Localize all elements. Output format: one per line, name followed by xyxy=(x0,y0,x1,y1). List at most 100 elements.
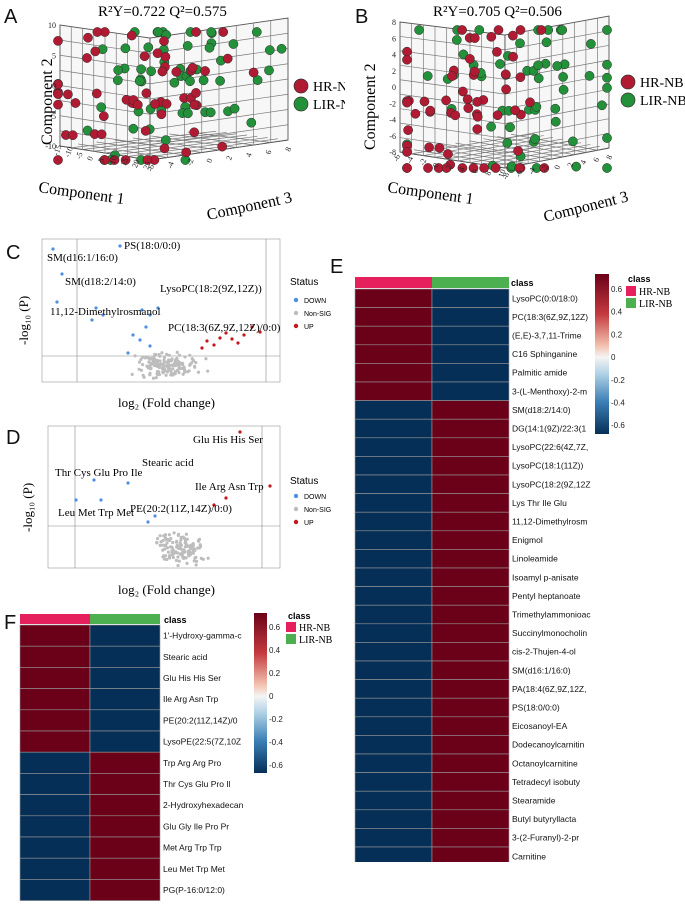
point-nonsig xyxy=(190,545,194,549)
tick-label: 4 xyxy=(244,152,254,159)
grid-line xyxy=(399,50,506,65)
point-down xyxy=(146,520,150,524)
point-hr xyxy=(132,99,143,110)
point-hr xyxy=(515,25,526,35)
tick-label: 4 xyxy=(392,51,396,60)
point-nonsig xyxy=(149,366,153,370)
heatmap-cell xyxy=(354,325,433,346)
point-nonsig xyxy=(155,541,159,545)
points-a xyxy=(53,27,287,165)
annotation-b: R²Y=0.705 Q²=0.506 xyxy=(433,4,562,20)
row-label: Dodecanoylcarnitin xyxy=(512,740,585,750)
tick-label: 20 xyxy=(130,158,141,169)
heatmap-cell xyxy=(354,716,433,736)
point-nonsig xyxy=(137,360,142,364)
point-hr xyxy=(423,163,433,173)
grid-line xyxy=(413,149,517,167)
scale-tick: 0.6 xyxy=(611,285,623,294)
point-nonsig xyxy=(162,367,167,371)
tick-label: -6 xyxy=(513,169,524,178)
point-nonsig xyxy=(165,365,170,369)
point-lir xyxy=(169,77,180,88)
ylabel-a: Component 2 xyxy=(39,58,56,145)
point-nonsig xyxy=(184,532,188,536)
point-hr xyxy=(67,130,78,141)
point-lir xyxy=(228,39,239,49)
row-label: Butyl butyryllacta xyxy=(512,814,577,824)
legend-nonsig-d: Non-SIG xyxy=(304,507,331,514)
legend-label-lir: LIR-NB xyxy=(313,98,345,113)
point-nonsig xyxy=(164,544,168,548)
scale-tick: -0.2 xyxy=(269,715,283,724)
scale-ticks-e: 0.6 0.4 0.2 0 -0.2 -0.4 -0.6 xyxy=(611,285,625,430)
grid-line xyxy=(399,137,506,154)
ylabel-c: -log₁₀ (P) xyxy=(16,296,31,345)
point-nonsig xyxy=(185,537,189,541)
heatmap-cell xyxy=(354,772,433,792)
point-lir xyxy=(264,65,274,76)
row-label: Lys Thr Ile Glu xyxy=(512,498,567,508)
point-hr xyxy=(536,25,547,35)
point-lir xyxy=(557,25,568,35)
heatmap-cell xyxy=(89,709,161,732)
row-label: Carnitine xyxy=(512,851,546,861)
point-down xyxy=(156,306,160,310)
row-label: 3-(2-Furanyl)-2-pr xyxy=(512,833,579,843)
panel-label-a: A xyxy=(4,6,18,28)
heatmap-cell xyxy=(19,688,91,711)
row-label: DG(14:1(9Z)/22:3(1 xyxy=(512,424,586,434)
tick-label: 0 xyxy=(431,162,441,169)
heatmap-cell xyxy=(431,530,510,550)
point-up xyxy=(268,484,272,488)
legend-title-c: Status xyxy=(290,277,318,288)
point-up xyxy=(250,325,254,329)
row-label: Octanoylcarnitine xyxy=(512,758,578,768)
point-down xyxy=(90,318,94,322)
point-hr xyxy=(53,89,63,99)
point-hr xyxy=(159,143,170,154)
point-hr xyxy=(181,147,192,158)
tick-label: -4 xyxy=(389,116,396,125)
point-nonsig xyxy=(182,365,186,369)
point-hr xyxy=(492,110,503,121)
point-nonsig xyxy=(187,369,191,373)
heatmap-cell xyxy=(354,474,433,494)
scale-tick: -0.6 xyxy=(611,421,625,430)
scale-ticks-f: 0.6 0.4 0.2 0 -0.2 -0.4 -0.6 xyxy=(269,623,283,770)
point-hr xyxy=(508,51,518,62)
z-ticks-b: 8 6 4 2 0 -2 -4 -6 -8 xyxy=(389,18,396,157)
scale-tick: 0.4 xyxy=(611,308,623,317)
heatmap-cell xyxy=(431,493,510,513)
point-lir xyxy=(597,100,607,111)
row-label: PG(P-16:0/12:0) xyxy=(163,885,225,895)
point-hr xyxy=(191,88,201,98)
point-nonsig xyxy=(196,370,201,374)
point-lir xyxy=(246,117,257,128)
xlabel-d: log₂ (Fold change) xyxy=(118,582,215,597)
tick-label: 2 xyxy=(224,154,234,161)
point-hr xyxy=(222,53,233,64)
grid-line xyxy=(511,133,598,151)
point-lir xyxy=(96,102,107,113)
point-nonsig xyxy=(156,359,160,363)
point-nonsig xyxy=(176,555,180,559)
point-hr xyxy=(92,27,103,37)
point-hr xyxy=(53,36,63,46)
point-nonsig xyxy=(171,555,175,560)
plot-area-c xyxy=(41,238,281,383)
heatmap-cell xyxy=(431,363,510,383)
heatmap-cell xyxy=(354,288,433,308)
heatmap-cell xyxy=(354,493,433,513)
tick-label: -2 xyxy=(418,157,429,166)
point-nonsig xyxy=(161,370,165,374)
point-lir xyxy=(182,41,193,51)
annot-c-5: PC(18:3(6Z,9Z,12Z)/0:0) xyxy=(168,322,281,334)
heatmap-cell xyxy=(431,809,510,829)
scale-tick: -0.4 xyxy=(611,399,625,408)
heatmap-cell xyxy=(89,794,161,817)
grid-line xyxy=(427,147,529,164)
point-hr xyxy=(161,99,172,109)
tick-label: 10 xyxy=(48,21,56,30)
legend-swatch-lir xyxy=(286,634,296,644)
